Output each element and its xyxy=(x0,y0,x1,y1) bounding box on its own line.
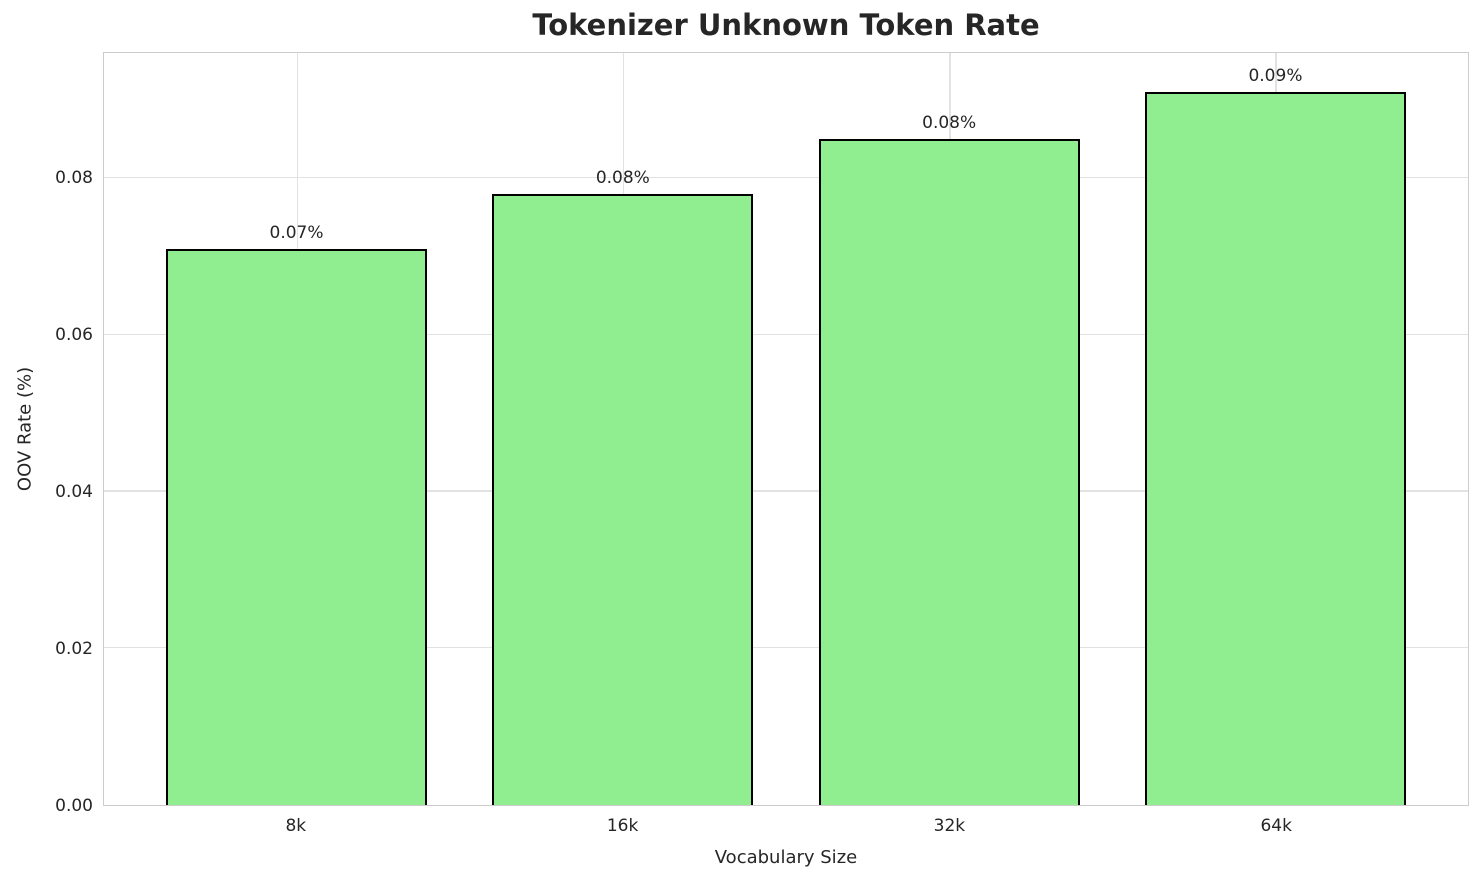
x-tick-label: 8k xyxy=(285,816,307,836)
bar xyxy=(166,248,428,805)
y-axis-label: OOV Rate (%) xyxy=(14,366,36,492)
h-gridline xyxy=(104,176,1468,179)
y-tick-label: 0.08 xyxy=(55,167,93,188)
x-axis-label: Vocabulary Size xyxy=(714,847,858,868)
chart-title: Tokenizer Unknown Token Rate xyxy=(532,8,1040,42)
y-tick-label: 0.06 xyxy=(55,324,93,345)
y-tick-label: 0.00 xyxy=(55,796,93,816)
h-gridline xyxy=(104,490,1468,492)
bar xyxy=(1144,92,1406,805)
bar xyxy=(818,139,1080,805)
bar-value-label: 0.08% xyxy=(922,113,977,134)
plot-area: 0.07% 0.08% 0.08% 0.09% xyxy=(103,52,1469,806)
bar-value-label: 0.07% xyxy=(269,222,324,243)
h-gridline xyxy=(104,333,1468,335)
x-tick-label: 16k xyxy=(606,816,639,836)
x-tick-label: 32k xyxy=(933,816,966,836)
x-tick-label: 64k xyxy=(1260,816,1292,836)
y-tick-label: 0.02 xyxy=(55,638,93,659)
h-gridline xyxy=(104,646,1468,649)
bar xyxy=(492,194,754,805)
bar-value-label: 0.09% xyxy=(1248,66,1303,87)
bar-value-label: 0.08% xyxy=(595,168,650,188)
y-tick-label: 0.04 xyxy=(55,481,93,502)
